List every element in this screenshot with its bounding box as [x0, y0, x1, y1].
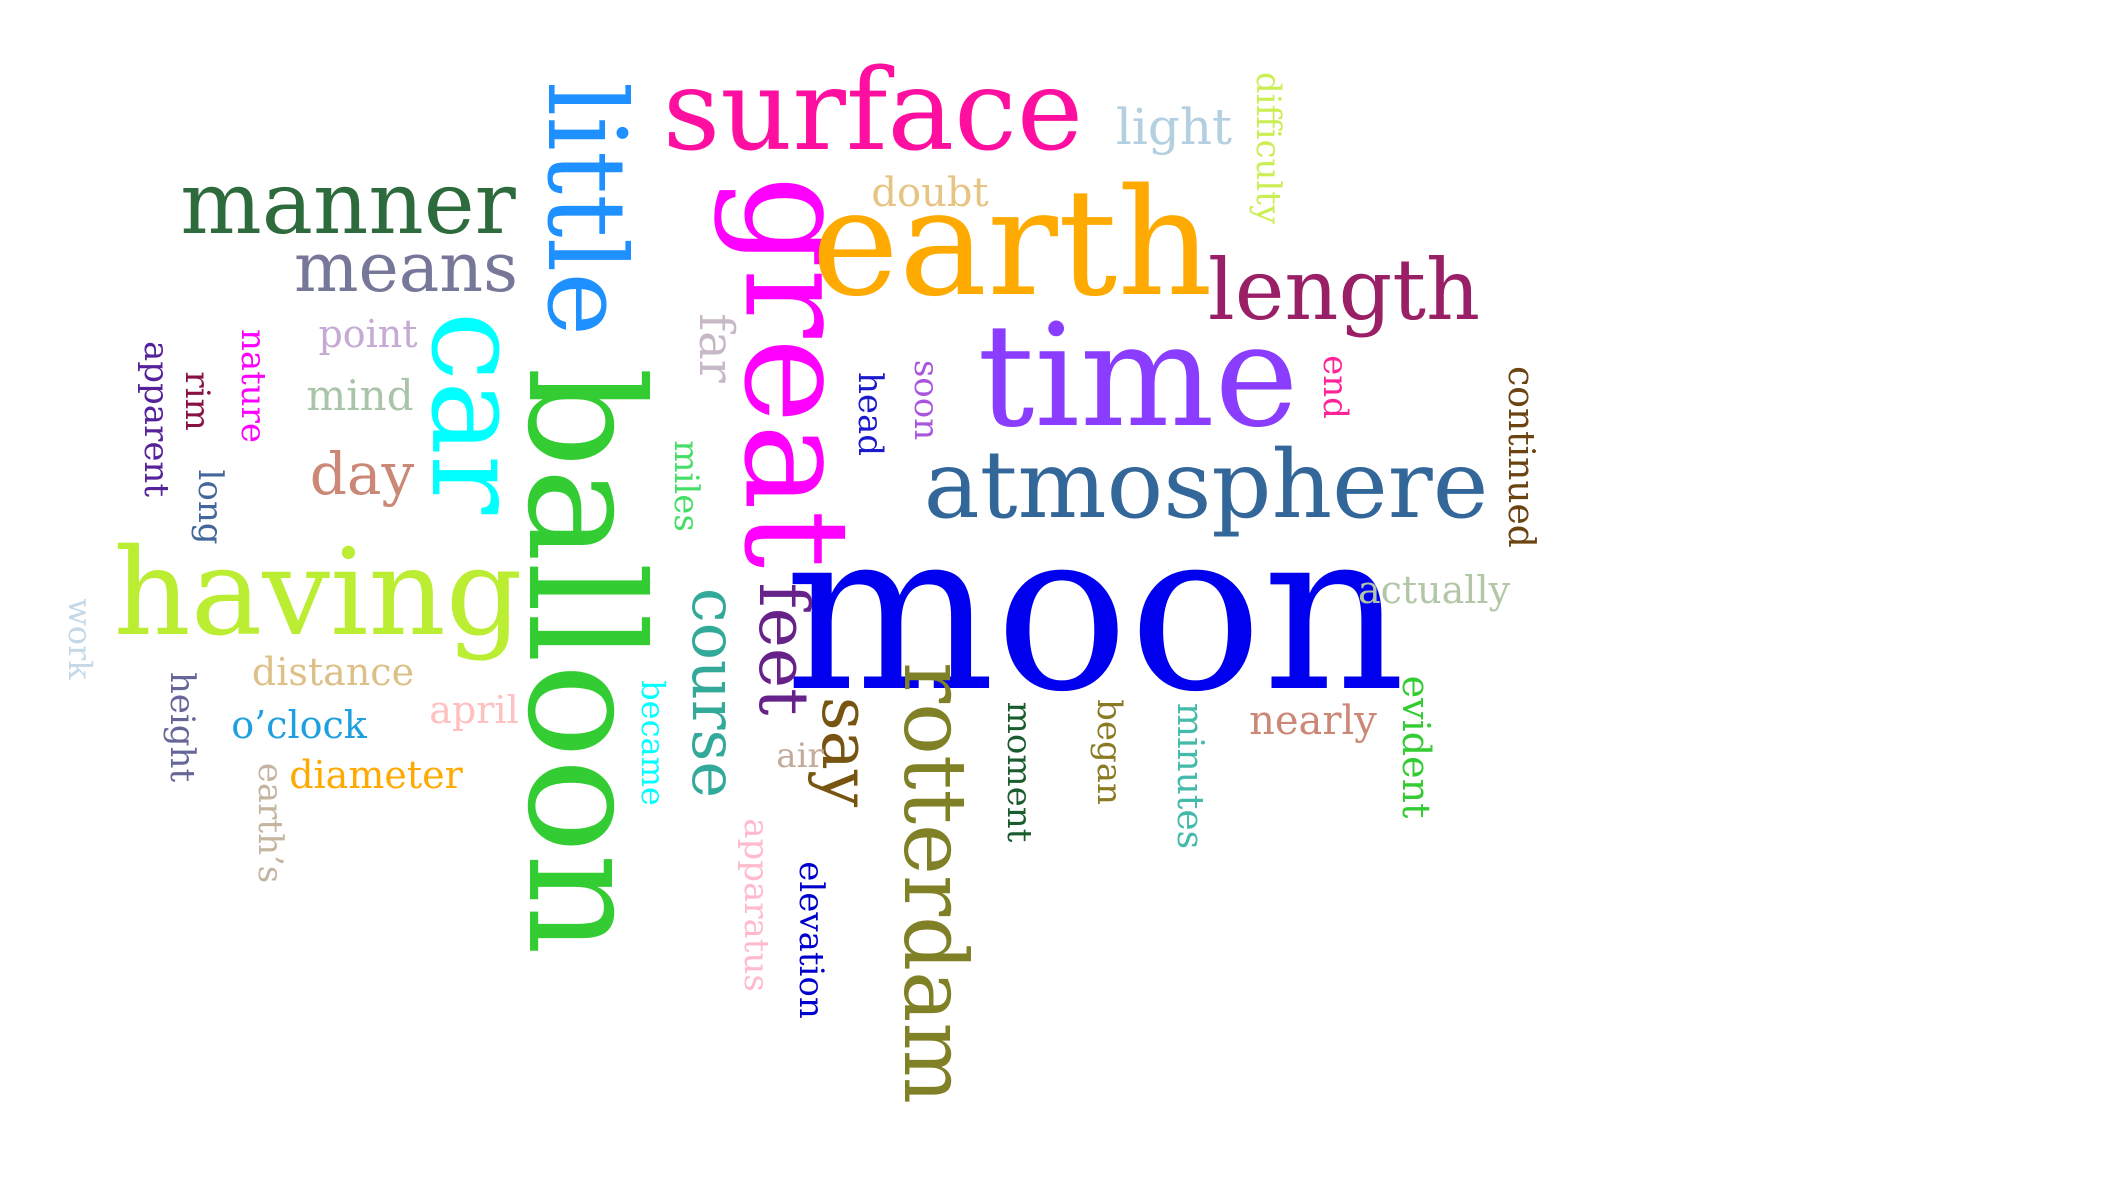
word-moment: moment — [999, 701, 1039, 843]
word-continued: continued — [1500, 366, 1541, 548]
word-height: height — [162, 671, 202, 783]
word-course: course — [678, 587, 751, 799]
word-earth: earth — [811, 157, 1213, 329]
word-end: end — [1315, 355, 1355, 419]
word-distance: distance — [251, 650, 415, 694]
word-became: became — [634, 680, 672, 806]
word-rim: rim — [177, 371, 217, 431]
word-miles: miles — [666, 440, 706, 532]
word-minutes: minutes — [1169, 702, 1210, 850]
word-having: having — [113, 524, 523, 663]
word-earths: earth’s — [250, 762, 290, 884]
word-long: long — [190, 469, 230, 545]
word-atmosphere: atmosphere — [923, 431, 1489, 540]
word-surface: surface — [662, 46, 1084, 176]
word-head: head — [850, 371, 890, 457]
word-oclock: o’clock — [231, 703, 367, 747]
word-car: car — [403, 311, 547, 515]
word-moon: moon — [784, 483, 1406, 741]
word-evident: evident — [1394, 675, 1438, 819]
word-mind: mind — [306, 371, 414, 420]
word-far: far — [688, 313, 744, 383]
word-diameter: diameter — [289, 753, 463, 797]
word-air: air — [776, 736, 824, 776]
word-little: little — [523, 81, 648, 337]
word-manner: manner — [180, 154, 516, 254]
word-doubt: doubt — [871, 170, 989, 216]
word-actually: actually — [1357, 568, 1511, 612]
word-began: began — [1089, 699, 1129, 805]
word-apparent: apparent — [136, 340, 176, 498]
word-rotterdam: rotterdam — [884, 662, 984, 1104]
word-feet: feet — [743, 582, 822, 716]
word-length: length — [1207, 241, 1481, 339]
word-apparatus: apparatus — [736, 818, 776, 992]
word-april: april — [429, 688, 519, 732]
word-light: light — [1115, 98, 1233, 156]
word-elevation: elevation — [791, 861, 831, 1019]
word-means: means — [294, 229, 518, 308]
word-point: point — [318, 312, 418, 356]
word-soon: soon — [906, 359, 946, 441]
word-nature: nature — [233, 328, 273, 444]
word-nearly: nearly — [1249, 698, 1377, 744]
word-difficulty: difficulty — [1248, 71, 1288, 225]
word-day: day — [309, 440, 415, 508]
word-work: work — [61, 598, 99, 680]
word-time: time — [977, 294, 1299, 459]
